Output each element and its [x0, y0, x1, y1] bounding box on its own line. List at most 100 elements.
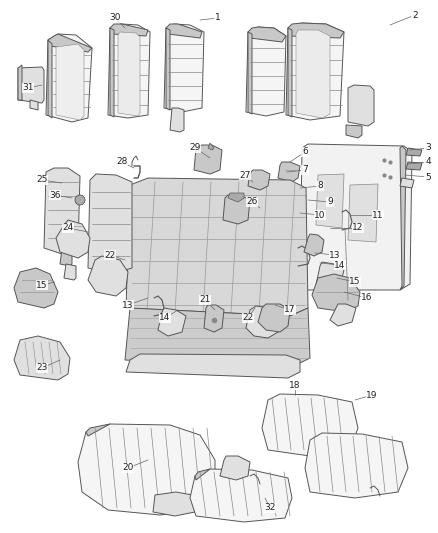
Text: 3: 3	[425, 143, 431, 152]
Polygon shape	[223, 195, 250, 224]
Polygon shape	[166, 24, 202, 38]
Polygon shape	[56, 220, 90, 258]
Text: 14: 14	[334, 261, 346, 270]
Text: 18: 18	[289, 381, 301, 390]
Polygon shape	[312, 274, 360, 312]
Text: 5: 5	[425, 173, 431, 182]
Polygon shape	[110, 28, 114, 117]
Polygon shape	[86, 424, 110, 436]
Text: 9: 9	[327, 198, 333, 206]
Polygon shape	[64, 264, 76, 280]
Polygon shape	[190, 469, 292, 522]
Text: 10: 10	[314, 211, 326, 220]
Polygon shape	[56, 44, 84, 120]
Polygon shape	[246, 27, 286, 116]
Polygon shape	[126, 178, 308, 316]
Polygon shape	[14, 336, 70, 380]
Polygon shape	[18, 67, 44, 103]
Polygon shape	[296, 30, 330, 118]
Polygon shape	[18, 65, 22, 100]
Polygon shape	[248, 32, 252, 114]
Polygon shape	[262, 394, 358, 456]
Text: 20: 20	[122, 464, 134, 472]
Polygon shape	[288, 28, 292, 117]
Polygon shape	[288, 23, 344, 38]
Polygon shape	[400, 178, 414, 188]
Polygon shape	[125, 308, 310, 368]
Polygon shape	[30, 100, 38, 110]
Text: 13: 13	[122, 301, 134, 310]
Text: 32: 32	[264, 504, 276, 513]
Polygon shape	[158, 308, 186, 336]
Text: 11: 11	[372, 211, 384, 220]
Polygon shape	[108, 24, 150, 118]
Text: 15: 15	[349, 278, 361, 287]
Polygon shape	[194, 145, 222, 174]
Polygon shape	[88, 256, 128, 296]
Text: 24: 24	[62, 223, 74, 232]
Polygon shape	[330, 304, 356, 326]
Polygon shape	[348, 184, 378, 242]
Polygon shape	[406, 148, 422, 156]
Text: 6: 6	[302, 148, 308, 157]
Polygon shape	[346, 125, 362, 138]
Polygon shape	[305, 433, 408, 498]
Polygon shape	[258, 304, 290, 332]
Circle shape	[75, 195, 85, 205]
Polygon shape	[228, 193, 244, 202]
Text: 22: 22	[104, 251, 116, 260]
Text: 30: 30	[109, 13, 121, 22]
Polygon shape	[248, 27, 286, 42]
Text: 27: 27	[239, 171, 251, 180]
Polygon shape	[286, 23, 344, 120]
Polygon shape	[316, 262, 344, 290]
Text: 8: 8	[317, 182, 323, 190]
Text: 25: 25	[36, 175, 48, 184]
Text: 1: 1	[215, 13, 221, 22]
Polygon shape	[170, 108, 184, 132]
Text: 28: 28	[117, 157, 128, 166]
Polygon shape	[78, 424, 215, 515]
Text: 13: 13	[329, 251, 341, 260]
Text: 19: 19	[366, 391, 378, 400]
Text: 17: 17	[284, 305, 296, 314]
Text: 21: 21	[199, 295, 211, 304]
Text: 36: 36	[49, 190, 61, 199]
Polygon shape	[400, 146, 406, 290]
Polygon shape	[88, 174, 132, 274]
Polygon shape	[48, 34, 92, 52]
Polygon shape	[248, 170, 270, 190]
Polygon shape	[46, 34, 92, 122]
Text: 26: 26	[246, 198, 258, 206]
Polygon shape	[110, 24, 148, 36]
Text: 23: 23	[36, 364, 48, 373]
Polygon shape	[406, 162, 422, 170]
Text: 14: 14	[159, 313, 171, 322]
Text: 4: 4	[425, 157, 431, 166]
Polygon shape	[316, 174, 344, 228]
Polygon shape	[204, 305, 224, 332]
Polygon shape	[48, 40, 52, 118]
Polygon shape	[166, 28, 170, 110]
Polygon shape	[246, 306, 280, 338]
Polygon shape	[348, 85, 374, 126]
Polygon shape	[126, 354, 300, 378]
Polygon shape	[153, 492, 198, 516]
Text: 29: 29	[189, 143, 201, 152]
Polygon shape	[118, 32, 140, 116]
Text: 12: 12	[352, 223, 364, 232]
Polygon shape	[220, 456, 250, 480]
Text: 16: 16	[361, 294, 373, 303]
Text: 22: 22	[242, 313, 254, 322]
Polygon shape	[164, 24, 204, 112]
Text: 2: 2	[412, 11, 418, 20]
Polygon shape	[60, 248, 72, 266]
Text: 7: 7	[302, 166, 308, 174]
Polygon shape	[44, 168, 80, 254]
Text: 31: 31	[22, 84, 34, 93]
Polygon shape	[195, 469, 210, 480]
Polygon shape	[304, 234, 324, 256]
Text: 15: 15	[36, 280, 48, 289]
Polygon shape	[14, 268, 58, 308]
Polygon shape	[300, 144, 412, 290]
